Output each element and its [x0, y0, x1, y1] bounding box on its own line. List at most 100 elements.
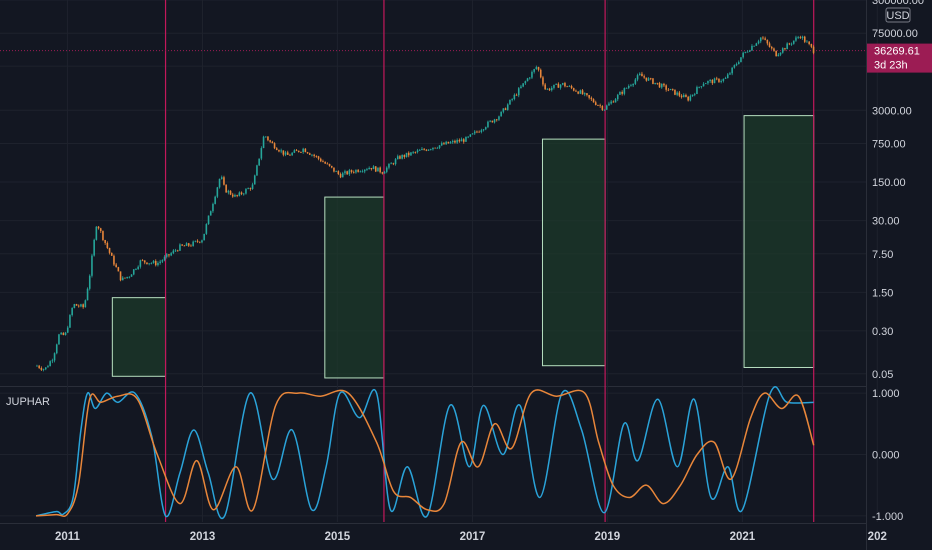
candle-body [528, 77, 531, 79]
candle-body [282, 150, 285, 155]
candle-body [214, 196, 216, 204]
candle-body [423, 148, 425, 150]
candle-body [388, 163, 390, 168]
candle-body [223, 177, 225, 185]
candle-body [170, 253, 172, 256]
candle-body [722, 78, 725, 82]
candle-body [322, 161, 324, 163]
candle-body [656, 82, 659, 84]
candle-body [93, 239, 95, 256]
candle-body [295, 150, 298, 152]
candle-body [429, 149, 432, 151]
candle-body [269, 140, 271, 142]
candle-body [165, 254, 168, 257]
candle-body [478, 131, 480, 133]
candle-body [174, 250, 177, 252]
candle-body [610, 101, 612, 104]
accumulation-boxes [111, 115, 815, 379]
candle-body [267, 136, 269, 141]
candle-body [55, 344, 58, 354]
candle-body [500, 111, 502, 117]
candle-body [234, 194, 236, 197]
candle-body [139, 260, 142, 267]
candle-body [788, 43, 791, 45]
candle-body [203, 233, 205, 241]
price-candles [36, 35, 815, 372]
candle-body [440, 143, 443, 146]
candle-body [632, 83, 634, 86]
candle-body [801, 36, 804, 39]
candle-body [630, 85, 632, 87]
price-tick-label: 750.00 [872, 138, 906, 150]
candle-body [346, 171, 348, 175]
candle-body [509, 99, 511, 105]
candle-body [568, 85, 571, 87]
candle-body [238, 192, 241, 196]
candle-body [537, 67, 540, 70]
candle-body [264, 136, 267, 138]
candle-body [284, 152, 287, 155]
candle-body [97, 226, 100, 229]
candle-body [392, 163, 395, 165]
candle-body [60, 332, 62, 335]
candle-body [209, 211, 212, 216]
candle-body [770, 46, 773, 49]
candle-body [766, 39, 769, 44]
candle-body [383, 171, 386, 174]
candle-body [799, 37, 802, 39]
pane-separator [0, 386, 866, 387]
candle-body [806, 41, 808, 43]
candle-body [489, 120, 491, 122]
candle-body [236, 194, 238, 196]
candle-body [275, 148, 278, 151]
candle-body [253, 175, 256, 185]
candle-body [75, 304, 78, 306]
candle-body [427, 149, 430, 151]
candle-body [572, 88, 575, 91]
candle-body [454, 140, 456, 143]
candle-body [522, 83, 524, 87]
candle-body [748, 50, 751, 52]
candle-body [212, 203, 214, 212]
candle-body [458, 140, 461, 142]
candle-body [115, 264, 117, 268]
candle-body [385, 167, 388, 172]
candle-body [132, 269, 135, 275]
candle-body [533, 69, 535, 72]
accumulation-box [541, 138, 606, 367]
indicator-title: JUPHAR [6, 396, 50, 408]
candle-body [88, 275, 91, 289]
candle-body [344, 171, 346, 174]
candle-body [784, 48, 786, 50]
candle-body [546, 88, 549, 90]
candle-body [231, 194, 234, 197]
candle-body [95, 226, 98, 240]
countdown-label: 3d 23h [874, 60, 908, 72]
candle-body [157, 262, 159, 266]
candle-body [524, 81, 527, 84]
candle-body [735, 64, 738, 66]
currency-box [885, 7, 911, 23]
candle-body [51, 360, 54, 362]
candle-body [726, 74, 729, 79]
candle-body [148, 263, 150, 265]
candle-body [469, 134, 472, 137]
candle-body [240, 192, 243, 195]
candle-body [416, 150, 419, 153]
candle-body [779, 52, 782, 55]
candle-body [300, 151, 302, 153]
candle-body [205, 224, 208, 234]
candle-body [687, 96, 689, 101]
candle-body [135, 269, 137, 270]
candle-body [627, 85, 630, 88]
candle-body [810, 44, 813, 47]
candle-body [724, 78, 727, 79]
candle-body [137, 266, 139, 270]
candle-body [711, 80, 714, 84]
candle-body [449, 142, 452, 144]
candle-body [432, 147, 434, 150]
candle-body [515, 94, 518, 96]
candle-body [616, 94, 619, 100]
candle-body [121, 277, 124, 281]
